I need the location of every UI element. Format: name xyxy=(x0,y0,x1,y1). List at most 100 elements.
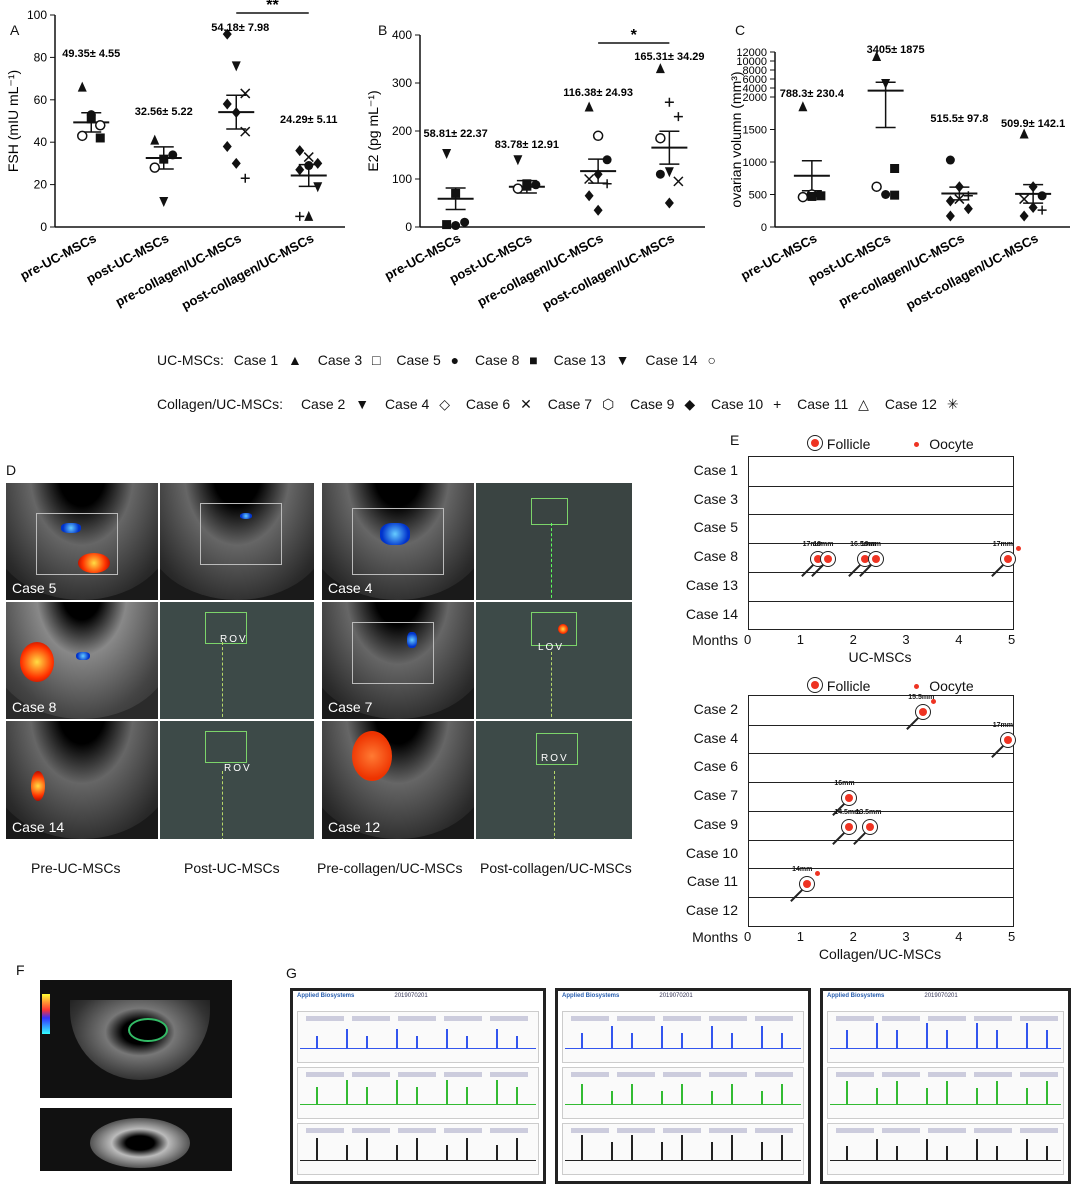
oocyte-marker xyxy=(931,698,937,704)
allele-peak xyxy=(631,1084,633,1104)
data-point xyxy=(159,154,169,164)
us-post-case-5 xyxy=(160,483,314,600)
locus-bar xyxy=(1020,1072,1058,1077)
data-point xyxy=(584,101,594,112)
data-point xyxy=(240,88,251,99)
timeline-frame xyxy=(748,695,1014,927)
data-point xyxy=(963,203,973,215)
allele-peak xyxy=(446,1145,448,1160)
data-point xyxy=(890,190,900,200)
locus-bar xyxy=(974,1072,1012,1077)
locus-bar xyxy=(490,1072,528,1077)
uc-legend-case-5: Case 5 ● xyxy=(396,352,460,368)
mean-sem-label: 58.81± 22.37 xyxy=(424,128,488,140)
oocyte-icon xyxy=(914,684,920,689)
data-point xyxy=(1037,191,1047,201)
col-legend-case-9: Case 9 ◆ xyxy=(630,396,696,412)
oocyte-icon xyxy=(914,442,920,447)
follicle-size-label: 13.5mm xyxy=(855,808,882,816)
allele-peak xyxy=(366,1087,368,1104)
ultrasound-pregnancy-gray xyxy=(40,1108,232,1171)
timeline-title: UC-MSCs xyxy=(848,649,912,666)
allele-peak xyxy=(631,1135,633,1160)
locus-bar xyxy=(755,1072,793,1077)
follicle-size-label: 14.5mm xyxy=(834,808,861,816)
data-point xyxy=(881,79,891,89)
allele-peak xyxy=(946,1081,948,1104)
data-point xyxy=(159,197,169,208)
follicle-marker xyxy=(999,732,1016,749)
mean-sem-label: 49.35± 4.55 xyxy=(62,48,120,60)
allele-peak xyxy=(761,1091,763,1104)
caption-post-collagen: Post-collagen/UC-MSCs xyxy=(480,860,632,876)
month-tick-label: 0 xyxy=(744,928,752,944)
x-category-label: post-collagen/UC-MSCs xyxy=(179,230,316,312)
allele-peak xyxy=(996,1146,998,1160)
timeline-case-label: Case 1 xyxy=(693,462,738,478)
us-case-label: Case 5 xyxy=(12,580,57,596)
electropherogram-panel xyxy=(562,1011,804,1063)
allele-peak xyxy=(416,1087,418,1104)
significance-marker: ** xyxy=(266,0,279,14)
data-point xyxy=(231,107,241,119)
str-report: Applied Biosystems 2019070201 xyxy=(820,988,1071,1184)
us-pre-case-5: Case 5 xyxy=(6,483,158,600)
timeline-row-line xyxy=(749,753,1013,755)
allele-peak xyxy=(761,1026,763,1048)
locus-bar xyxy=(663,1128,701,1133)
data-point xyxy=(168,150,178,160)
month-tick-label: 4 xyxy=(955,928,963,944)
timeline-case-label: Case 7 xyxy=(693,787,738,804)
allele-peak xyxy=(516,1087,518,1104)
allele-peak xyxy=(926,1088,928,1104)
report-title: 2019070201 xyxy=(659,993,693,999)
x-category-label: pre-collagen/UC-MSCs xyxy=(113,230,244,309)
ultrasound-collagen-grid: Case 4 Case 7 LOV Case 12 ROV xyxy=(322,483,632,839)
follicle-marker xyxy=(841,789,858,806)
oocyte-marker xyxy=(1015,545,1021,551)
locus-bar xyxy=(1020,1016,1058,1021)
y-tick-label: 40 xyxy=(34,135,48,149)
data-point xyxy=(1019,128,1029,139)
allele-peak xyxy=(316,1087,318,1104)
us-post-case-12: ROV xyxy=(476,721,632,839)
data-point xyxy=(222,140,232,152)
allele-peak xyxy=(976,1088,978,1104)
str-report: Applied Biosystems 2019070201 xyxy=(290,988,546,1184)
locus-bar xyxy=(617,1072,655,1077)
timeline-row-line xyxy=(749,600,1013,602)
us-case-label: Case 4 xyxy=(328,580,373,596)
panel-label-f: F xyxy=(16,962,25,978)
data-point xyxy=(602,155,612,165)
follicle-marker xyxy=(820,550,837,567)
follicle-size-label: 17mm xyxy=(992,540,1013,548)
allele-peak xyxy=(946,1146,948,1160)
locus-bar xyxy=(709,1016,747,1021)
legend-follicle-label: Follicle xyxy=(826,436,871,452)
allele-peak xyxy=(496,1080,498,1104)
locus-bar xyxy=(444,1128,482,1133)
month-tick-label: 2 xyxy=(849,632,857,648)
ultrasound-uc-grid: Case 5 Case 8 ROV Case 14 ROV xyxy=(6,483,314,839)
us-post-case-8: ROV xyxy=(160,602,314,719)
locus-bar xyxy=(398,1128,436,1133)
month-tick-label: 0 xyxy=(744,632,752,648)
panel-label-e: E xyxy=(730,432,740,448)
locus-bar xyxy=(928,1016,966,1021)
us-post-case-7: LOV xyxy=(476,602,632,719)
col-legend-case-12: Case 12 ✳ xyxy=(884,396,959,412)
data-point xyxy=(513,155,523,166)
col-legend-case-4: Case 4 ◇ xyxy=(384,396,450,412)
uc-legend-case-3: Case 3 □ xyxy=(317,352,381,368)
allele-peak xyxy=(366,1138,368,1160)
data-point xyxy=(673,176,684,187)
caption-pre-uc: Pre-UC-MSCs xyxy=(31,860,121,876)
month-tick-label: 3 xyxy=(902,632,910,648)
electropherogram-panel xyxy=(827,1011,1064,1063)
y-tick-label: 0 xyxy=(405,220,412,234)
data-point xyxy=(890,164,900,173)
us-case-label: Case 14 xyxy=(12,819,65,835)
allele-peak xyxy=(876,1088,878,1104)
months-axis-label: Months xyxy=(692,632,738,649)
